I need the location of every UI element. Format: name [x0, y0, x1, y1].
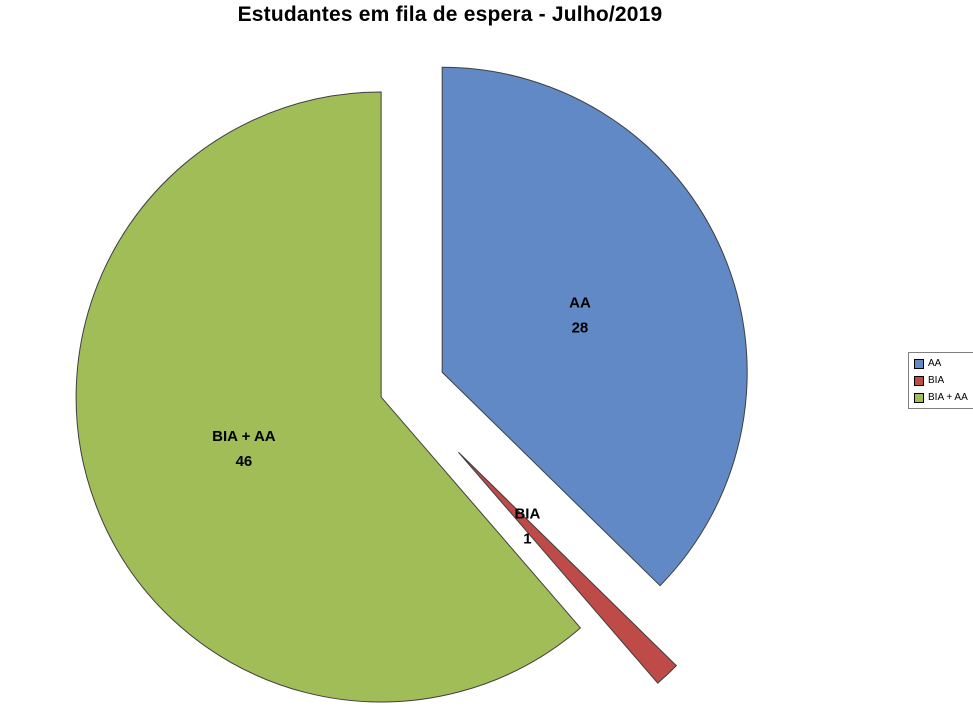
legend-swatch: [914, 392, 924, 403]
slice-label: AA 28: [569, 294, 591, 336]
slice-label: BIA 1: [514, 506, 540, 548]
slice-label: BIA + AA 46: [212, 428, 276, 470]
legend-item: AA: [914, 358, 968, 369]
legend-label: BIA + AA: [928, 392, 968, 403]
legend-item: BIA + AA: [914, 392, 968, 403]
pie-slice-aa: [441, 66, 748, 587]
legend: AA BIA BIA + AA: [908, 352, 973, 409]
legend-label: BIA: [928, 375, 945, 386]
chart-title: Estudantes em fila de espera - Julho/201…: [237, 3, 663, 26]
pie-slice-bia-aa: [75, 91, 582, 703]
pie-slice-bia: [458, 451, 678, 684]
legend-item: BIA: [914, 375, 968, 386]
legend-label: AA: [928, 358, 942, 369]
legend-swatch: [914, 375, 924, 386]
legend-swatch: [914, 358, 924, 369]
